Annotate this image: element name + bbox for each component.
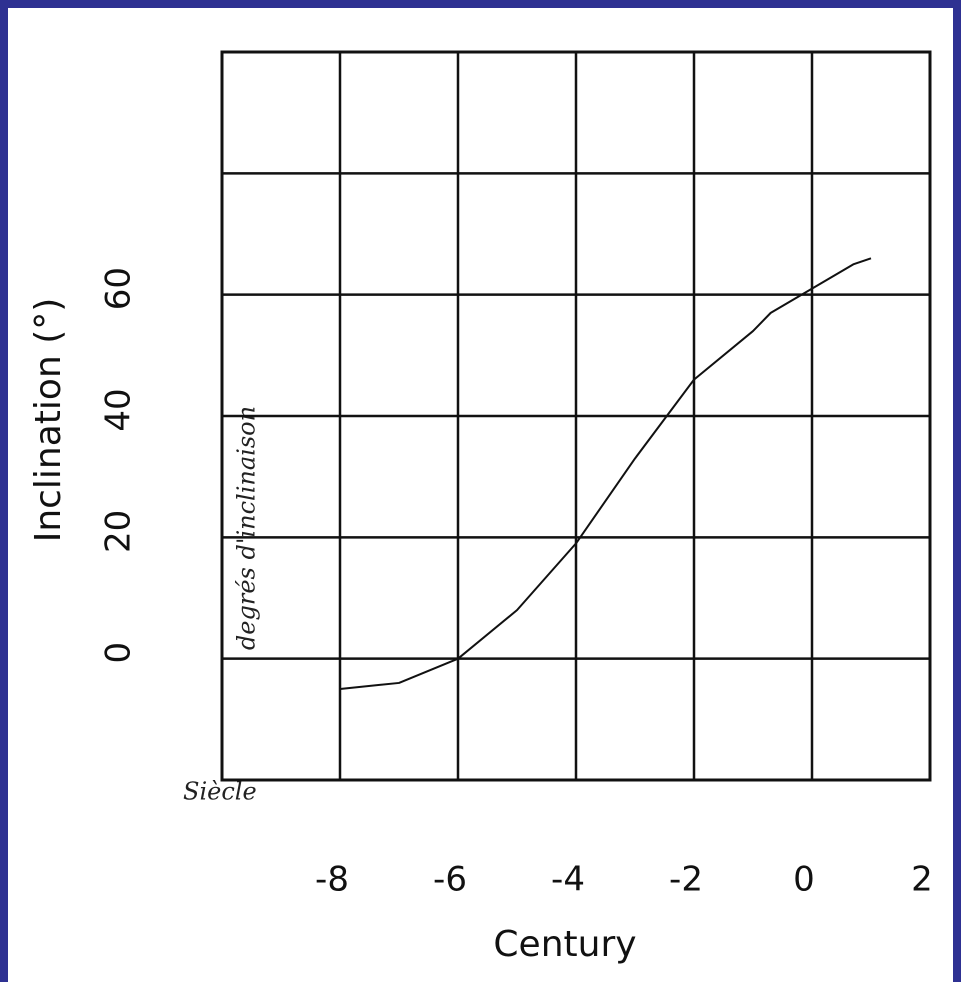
x-tick-label: 2	[911, 860, 933, 900]
handwritten-label: degrés d'inclinaison	[233, 406, 261, 650]
y-tick-label: 40	[99, 388, 139, 431]
chart-panel: Century Inclination (°) Siècle degrés d'…	[8, 8, 953, 982]
data-line	[339, 257, 872, 690]
y-tick-label: 60	[99, 267, 139, 310]
x-axis-title: Century	[493, 924, 636, 965]
x-tick-label: 0	[793, 860, 815, 900]
y-tick-label: 0	[99, 642, 139, 664]
x-tick-label: -4	[551, 860, 585, 900]
chart: Century Inclination (°) Siècle degrés d'…	[28, 50, 933, 965]
y-tick-label: 20	[99, 510, 139, 553]
y-axis-title: Inclination (°)	[28, 298, 69, 543]
handwritten-label: Siècle	[183, 778, 257, 806]
x-tick-label: -8	[315, 860, 349, 900]
x-tick-label: -2	[669, 860, 703, 900]
x-tick-label: -6	[433, 860, 467, 900]
